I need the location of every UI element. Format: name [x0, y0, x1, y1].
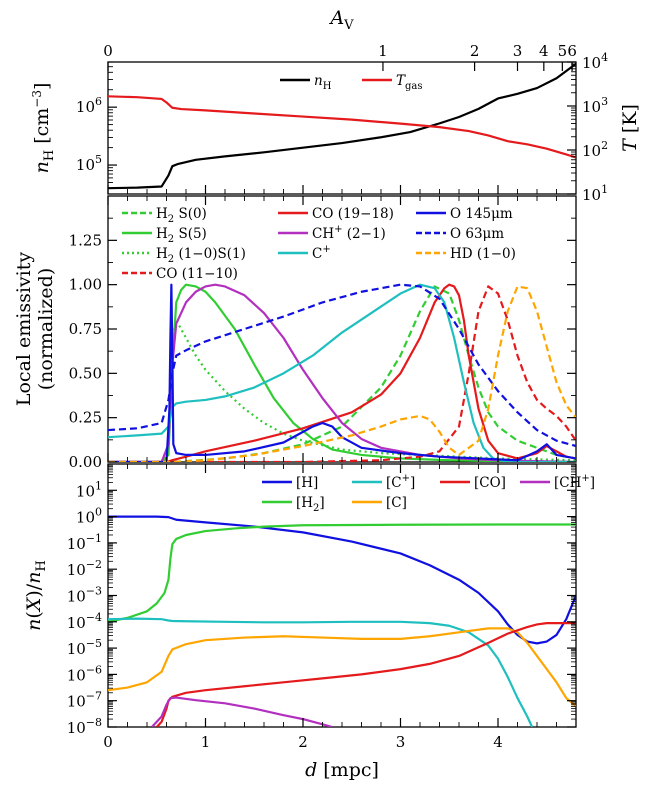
x-tick-label: 3 [396, 733, 406, 751]
nh-axis-label: nH [cm−3] [30, 83, 57, 174]
legend-label-o-145-m: O 145μm [450, 206, 513, 222]
top-left-tick-label: 106 [76, 95, 102, 116]
emissivity-axis-label-2: (normalized) [35, 268, 57, 391]
legend-label-t-gas: Tgas [396, 73, 423, 92]
x-axis-label: d [mpc] [305, 759, 379, 781]
legend-label-ch-2-1-: CH+ (2−1) [312, 224, 386, 242]
series-line-hd-1-0- [108, 285, 576, 462]
panel-frame-0 [107, 61, 577, 195]
av-tick-label: 3 [513, 42, 523, 60]
legend-label-h: [H] [296, 475, 318, 491]
legend-label-h2-s-0-: H2 S(0) [156, 206, 207, 225]
bottom-tick-label: 100 [76, 506, 102, 527]
mid-tick-label: 0.50 [69, 364, 102, 382]
series-line-o-145-m [108, 283, 576, 462]
legend-label-hd-1-0-: HD (1−0) [450, 246, 516, 262]
top-right-tick-label: 103 [582, 95, 608, 116]
top-right-tick-label: 102 [582, 139, 608, 160]
legend-label-n-h: nH [314, 73, 332, 92]
series-line-chplus [151, 696, 333, 727]
series-line-c- [108, 283, 576, 462]
legend-label-h2-1-0-s-1-: H2 (1−0)S(1) [156, 246, 246, 265]
legend-label-cplus: [C+] [386, 473, 415, 491]
av-tick-label: 5 [558, 42, 568, 60]
bottom-tick-label: 10−7 [67, 690, 102, 711]
emissivity-axis-label-1: Local emissivity [13, 252, 35, 407]
panel-frame-2 [107, 463, 577, 728]
x-tick-label: 1 [201, 733, 211, 751]
legend-label-h2-s-5-: H2 S(5) [156, 226, 207, 245]
av-axis-label: AV [328, 7, 354, 33]
bottom-tick-label: 10−5 [67, 637, 102, 658]
mid-tick-label: 0.00 [69, 453, 102, 471]
bottom-tick-label: 10−4 [67, 611, 102, 632]
legend-label-o-63-m: O 63μm [450, 226, 504, 242]
bottom-tick-label: 101 [76, 479, 102, 500]
series-line-o-63-m [108, 283, 576, 448]
series-line-co-19-18- [108, 283, 576, 462]
x-tick-label: 4 [493, 733, 503, 751]
legend-label-co: [CO] [474, 475, 506, 491]
av-tick-label: 4 [539, 42, 549, 60]
mid-tick-label: 1.00 [69, 276, 102, 294]
x-tick-label: 2 [298, 733, 308, 751]
bottom-tick-label: 10−1 [67, 532, 102, 553]
mid-tick-label: 0.25 [69, 409, 102, 427]
mid-tick-label: 0.75 [69, 320, 102, 338]
series-line-cplus [108, 617, 534, 727]
bottom-tick-label: 10−2 [67, 558, 102, 579]
series-line-co-11-10- [108, 285, 576, 462]
legend-label-chplus: [CH+] [554, 473, 595, 491]
mid-tick-label: 1.25 [69, 231, 102, 249]
top-left-tick-label: 105 [76, 153, 102, 174]
panel-frames [107, 61, 577, 728]
axis-ticks [107, 61, 576, 728]
legend-label-co-19-18-: CO (19−18) [312, 206, 394, 222]
av-tick-label: 2 [470, 42, 480, 60]
legend-label-c-: C+ [312, 244, 331, 262]
av-tick-label: 6 [567, 42, 577, 60]
series-line-t-gas [108, 95, 576, 159]
legend-label-c: [C] [386, 495, 407, 511]
t-axis-label: T [K] [619, 104, 641, 152]
legend-label-h2: [H2] [296, 495, 325, 514]
av-tick-label: 0 [103, 42, 113, 60]
series-line-h [108, 515, 576, 645]
series-line-h2 [108, 523, 576, 623]
top-right-tick-label: 104 [582, 51, 608, 72]
series-line-ch-2-1- [108, 283, 576, 462]
bottom-tick-label: 10−6 [67, 663, 102, 684]
series-line-n-h [108, 62, 576, 190]
top-right-tick-label: 101 [582, 183, 608, 204]
series-line-c [108, 627, 576, 707]
av-tick-label: 1 [378, 42, 388, 60]
bottom-tick-label: 10−8 [67, 716, 102, 737]
bottom-tick-label: 10−3 [67, 585, 102, 606]
series-line-h2-1-0-s-1- [108, 319, 576, 462]
x-tick-label: 0 [103, 733, 113, 751]
legend-label-co-11-10-: CO (11−10) [156, 266, 238, 282]
legends: nH Tgas H2 S(0)H2 S(5)H2 (1−0)S(1)CO (11−1… [122, 73, 595, 514]
abundance-axis-label: n(X)/nH [23, 560, 49, 631]
series-lines [108, 62, 576, 727]
series-line-h2-s-5- [108, 283, 576, 462]
